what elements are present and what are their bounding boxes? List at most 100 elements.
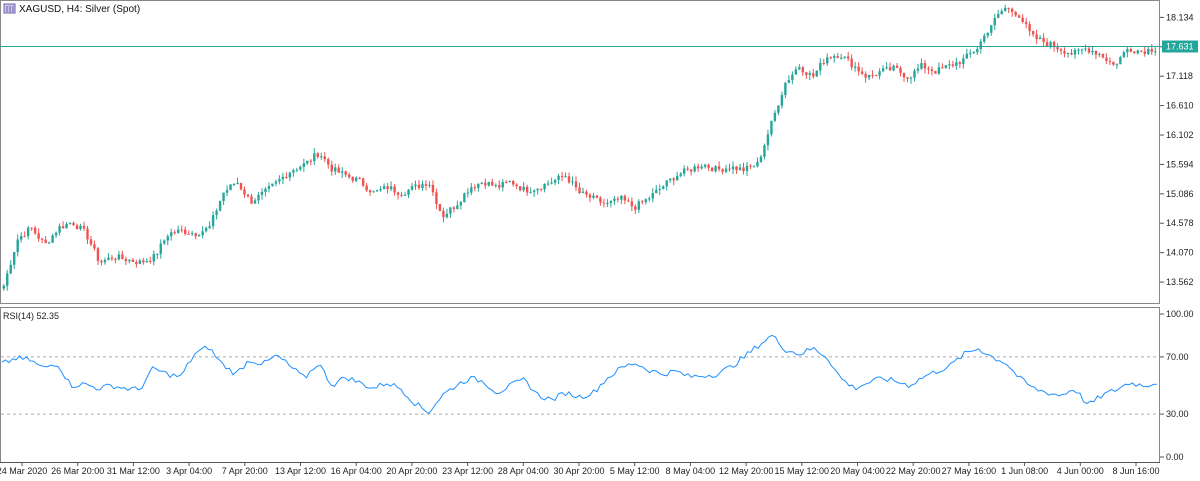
candle-body	[93, 244, 96, 249]
candle-body	[867, 74, 871, 78]
candle-body	[400, 194, 403, 196]
candle-body	[1014, 11, 1017, 16]
candle-body	[1004, 7, 1007, 12]
price-tick-label: 17.118	[1166, 71, 1193, 81]
candle-body	[396, 192, 400, 195]
candle-body	[197, 235, 201, 237]
candle-body	[1119, 57, 1122, 65]
candle-body	[658, 188, 661, 190]
candle-body	[522, 186, 525, 191]
candle-body	[236, 182, 239, 185]
candle-body	[846, 56, 850, 59]
candle-body	[44, 239, 47, 244]
candle-body	[37, 233, 40, 239]
candle-body	[672, 178, 675, 181]
candle-body	[829, 57, 832, 59]
candle-body	[30, 227, 33, 229]
candle-body	[246, 194, 250, 197]
time-tick-label: 3 Apr 04:00	[166, 466, 212, 476]
candle-body	[152, 254, 155, 262]
candle-body	[979, 41, 982, 50]
candle-body	[920, 63, 923, 69]
candle-body	[477, 183, 480, 188]
candle-body	[438, 204, 442, 211]
candle-body	[190, 233, 194, 235]
candle-body	[288, 172, 292, 178]
candle-body	[414, 184, 417, 187]
candle-body	[934, 71, 937, 74]
candle-body	[508, 181, 511, 183]
candle-body	[543, 183, 546, 190]
candle-body	[630, 201, 634, 207]
candle-body	[445, 213, 449, 218]
time-tick-label: 15 May 12:00	[775, 466, 830, 476]
candle-body	[89, 239, 93, 245]
candle-body	[292, 170, 295, 173]
candle-body	[700, 166, 703, 169]
candle-body	[857, 66, 860, 72]
candle-body	[930, 69, 934, 72]
candle-body	[354, 177, 358, 181]
candle-body	[669, 178, 672, 181]
candle-body	[463, 193, 466, 203]
time-tick-label: 7 Apr 20:00	[222, 466, 268, 476]
candle-body	[271, 183, 274, 187]
price-tick-label: 16.102	[1166, 130, 1194, 140]
candle-body	[1077, 49, 1080, 51]
candle-body	[26, 227, 30, 237]
rsi-tick-label: 70.00	[1166, 352, 1189, 362]
candle-body	[662, 186, 665, 189]
candle-body	[16, 239, 19, 253]
candle-body	[54, 232, 58, 236]
candle-body	[100, 260, 103, 263]
candle-body	[75, 225, 79, 230]
candle-body	[735, 166, 738, 171]
candle-body	[225, 190, 229, 193]
candle-body	[267, 186, 271, 189]
time-tick-label: 16 Apr 04:00	[331, 466, 382, 476]
rsi-label: RSI(14) 52.35	[3, 311, 59, 321]
candle-body	[602, 202, 606, 204]
candle-body	[2, 285, 5, 289]
candle-body	[431, 184, 435, 193]
candle-body	[183, 229, 187, 234]
candle-body	[156, 253, 159, 255]
price-tick-label: 15.086	[1166, 189, 1194, 199]
candle-body	[442, 210, 445, 218]
candle-body	[1021, 17, 1024, 23]
candle-body	[714, 166, 717, 172]
candle-body	[1087, 48, 1091, 53]
candle-body	[264, 188, 267, 192]
candle-body	[909, 77, 913, 79]
rsi-line	[1, 334, 1158, 415]
price-tick-label: 15.594	[1166, 159, 1194, 169]
candle-body	[351, 177, 354, 181]
candle-body	[281, 176, 285, 180]
candle-body	[840, 57, 843, 59]
time-tick-label: 5 May 12:00	[610, 466, 660, 476]
candle-body	[110, 257, 114, 259]
time-tick-label: 31 Mar 12:00	[107, 466, 160, 476]
price-tick-label: 13.562	[1166, 277, 1194, 287]
candle-body	[1105, 57, 1108, 61]
candle-body	[177, 229, 180, 233]
candle-body	[1140, 50, 1143, 52]
time-tick-label: 12 May 20:00	[719, 466, 774, 476]
candle-body	[379, 189, 382, 191]
candle-body	[1017, 15, 1021, 18]
candle-body	[1059, 49, 1063, 51]
candle-body	[407, 189, 410, 195]
candle-body	[334, 167, 337, 172]
candle-body	[539, 188, 543, 190]
candle-body	[229, 184, 232, 191]
candle-body	[878, 71, 881, 76]
candle-body	[124, 258, 128, 262]
rsi-panel-frame	[0, 307, 1160, 463]
candle-body	[724, 168, 728, 172]
candle-body	[777, 105, 780, 113]
candle-body	[330, 164, 333, 172]
candle-body	[323, 156, 326, 160]
price-axis: 18.13417.62617.11816.61016.10215.59415.0…	[1160, 12, 1194, 287]
candle-body	[505, 181, 508, 183]
